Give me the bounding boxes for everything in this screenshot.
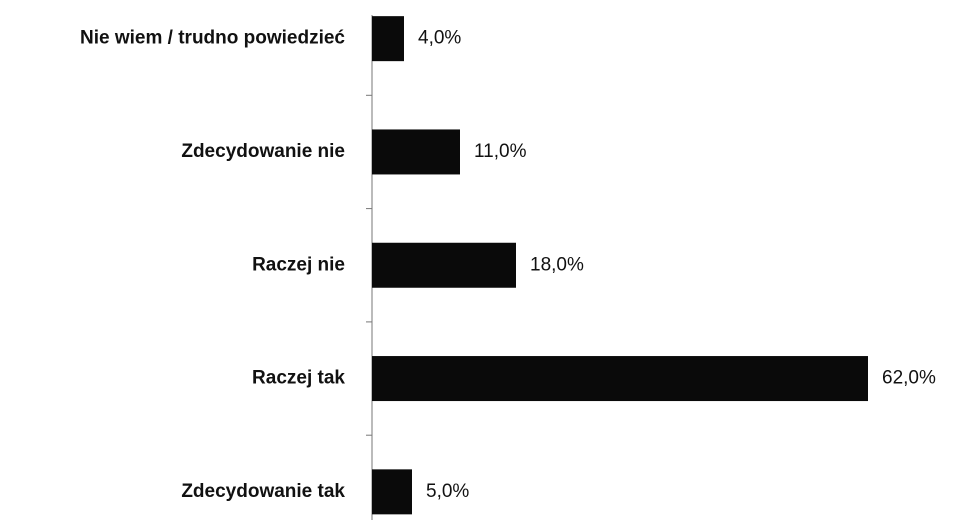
- category-label: Raczej tak: [252, 368, 345, 389]
- bar: [372, 356, 868, 402]
- category-label: Nie wiem / trudno powiedzieć: [80, 28, 345, 49]
- category-label: Zdecydowanie nie: [181, 141, 345, 162]
- value-label: 62,0%: [882, 368, 936, 389]
- value-label: 11,0%: [474, 141, 527, 162]
- bar: [372, 242, 516, 288]
- value-label: 18,0%: [530, 254, 584, 275]
- value-label: 5,0%: [426, 481, 469, 502]
- value-label: 4,0%: [418, 28, 461, 49]
- bar: [372, 16, 404, 62]
- bar: [372, 129, 460, 175]
- category-label: Zdecydowanie tak: [181, 481, 345, 502]
- category-label: Raczej nie: [252, 254, 345, 275]
- bar: [372, 469, 412, 515]
